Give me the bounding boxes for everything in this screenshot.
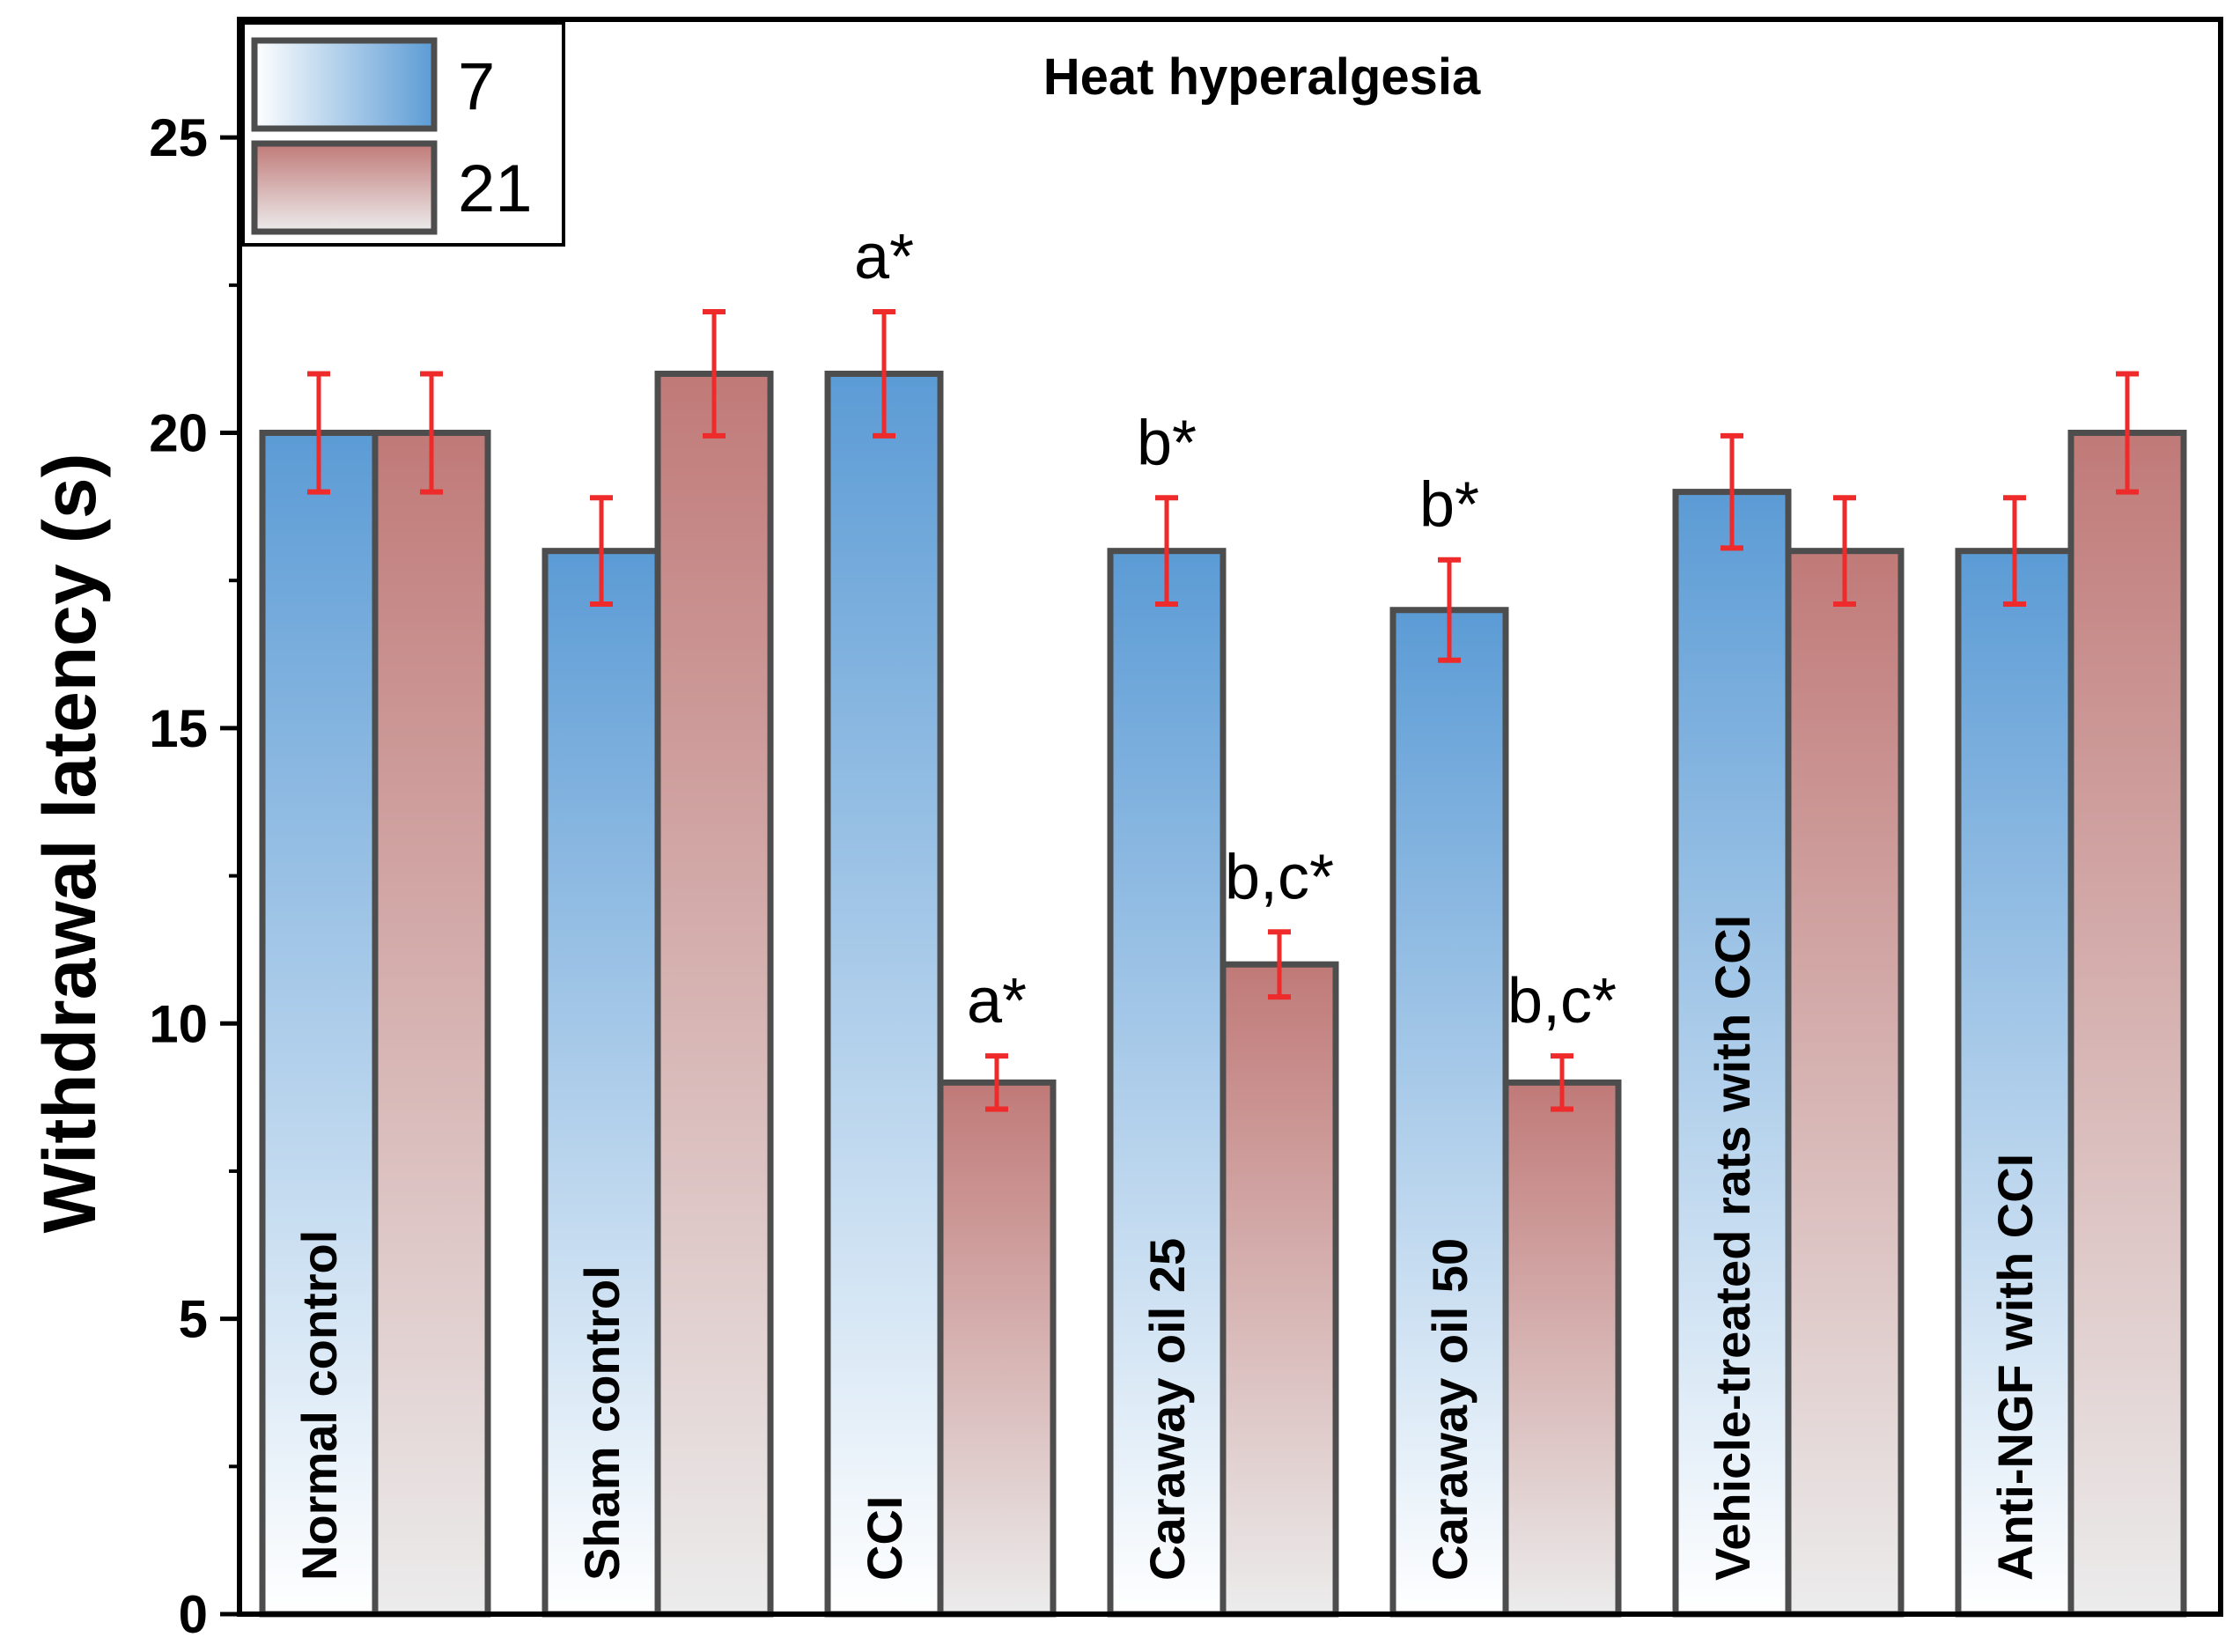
error-bar-vehicle-treated-rats-with-cci-day-21 [1833,495,1856,608]
plot-frame [237,17,2223,1617]
legend-label-21: 21 [458,151,533,226]
bar-caraway-oil-50-day-21 [1502,1079,1622,1618]
error-bar-normal-control-day-7 [307,371,330,495]
chart-title: Heat hyperalgesia [1043,48,1481,106]
category-label-caraway-oil-25: Caraway oil 25 [1139,1238,1195,1581]
category-labels-layer: Normal control Sham control CCI Caraway oil… [291,915,2043,1581]
bar-cci-day-21 [937,1079,1057,1618]
bar-normal-control-day-7 [259,430,379,1618]
category-label-vehicle-treated-rats-with-cci: Vehicle-treated rats with CCI [1705,915,1760,1581]
error-bar-sham-control-day-21 [703,309,726,439]
category-label-sham-control: Sham control [574,1265,630,1581]
error-bar-caraway-oil-50-day-7 [1438,557,1461,663]
bar-sham-control-day-7 [542,548,661,1618]
annotation-cci-day-7: a* [854,222,914,292]
bar-cci-day-7 [824,370,944,1618]
y-tick-label: 15 [149,699,208,758]
annotation-caraway-oil-50-day-21: b,c* [1507,966,1617,1036]
error-bar-normal-control-day-21 [420,371,443,495]
annotation-cci-day-21: a* [967,966,1027,1036]
annotation-caraway-oil-25-day-21: b,c* [1225,842,1334,912]
bar-anti-ngf-with-cci-day-7 [1955,548,2074,1618]
error-bar-caraway-oil-25-day-21 [1268,929,1291,1000]
y-tick-label: 10 [149,994,208,1053]
annotations-layer: a* a* b* b,c* b* b,c* [854,222,1617,1036]
legend-label-7: 7 [458,49,495,124]
y-axis-title: Withdrawal latency (s) [28,453,111,1233]
bar-normal-control-day-21 [372,430,491,1618]
legend: 7 21 [241,21,565,247]
error-bar-caraway-oil-50-day-21 [1551,1053,1573,1112]
legend-swatch-21 [251,140,438,235]
category-label-caraway-oil-50: Caraway oil 50 [1422,1238,1477,1581]
error-bar-sham-control-day-7 [590,495,613,608]
bar-caraway-oil-25-day-21 [1219,961,1339,1618]
bar-vehicle-treated-rats-with-cci-day-21 [1785,548,1905,1618]
y-tick-label: 5 [179,1290,208,1349]
category-label-normal-control: Normal control [291,1230,347,1581]
y-tick-label: 20 [149,404,208,463]
error-bar-cci-day-21 [985,1053,1008,1112]
y-tick-label: 25 [149,108,208,167]
category-label-cci: CCI [857,1496,912,1581]
y-tick-label: 0 [179,1585,208,1644]
annotation-caraway-oil-25-day-7: b* [1137,408,1197,478]
error-bars-layer [307,309,2139,1112]
y-axis: 0 5 10 15 20 25 [149,108,239,1644]
bars-layer [259,370,2187,1618]
error-bar-caraway-oil-25-day-7 [1155,495,1178,608]
error-bar-anti-ngf-with-cci-day-7 [2003,495,2026,608]
bar-sham-control-day-21 [654,370,774,1618]
annotation-caraway-oil-50-day-7: b* [1419,470,1479,541]
error-bar-anti-ngf-with-cci-day-21 [2116,371,2139,495]
error-bar-vehicle-treated-rats-with-cci-day-7 [1721,432,1743,551]
bar-anti-ngf-with-cci-day-21 [2067,430,2187,1618]
error-bar-cci-day-7 [873,309,895,439]
category-label-anti-ngf-with-cci: Anti-NGF with CCI [1987,1154,2043,1581]
legend-swatch-7 [251,37,438,132]
